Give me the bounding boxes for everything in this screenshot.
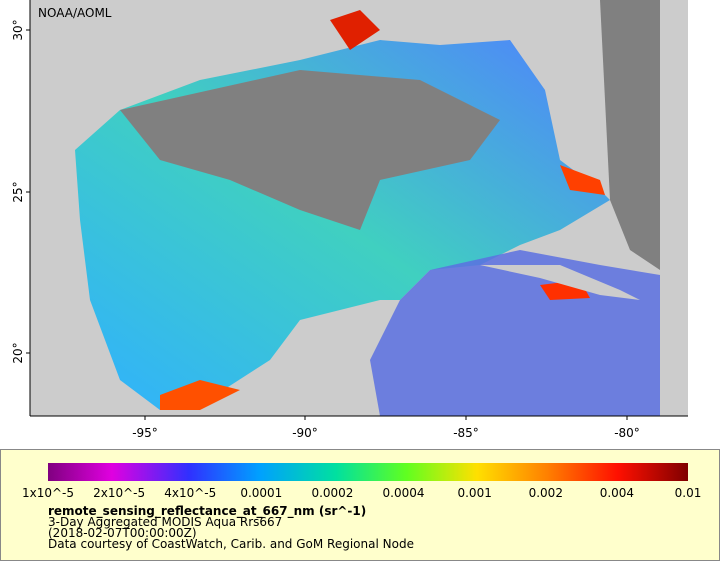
lon-label: -80° — [614, 426, 640, 440]
coastal-high — [330, 10, 380, 50]
colorbar-label: 2x10^-5 — [93, 486, 145, 500]
colorbar-label: 0.004 — [600, 486, 634, 500]
colorbar-label: 0.002 — [529, 486, 563, 500]
colorbar-label: 0.001 — [457, 486, 491, 500]
colorbar-label: 0.01 — [675, 486, 702, 500]
lon-label: -95° — [132, 426, 158, 440]
colorbar-label: 0.0004 — [383, 486, 425, 500]
colorbar-label: 4x10^-5 — [164, 486, 216, 500]
colorbar — [48, 463, 688, 481]
cuba — [480, 265, 640, 300]
coastal-high — [160, 380, 240, 410]
legend-line: 3-Day Aggregated MODIS Aqua Rrs667 — [48, 515, 282, 529]
legend-line: Data courtesy of CoastWatch, Carib. and … — [48, 537, 414, 551]
colorbar-label: 1x10^-5 — [22, 486, 74, 500]
lat-label: 25° — [11, 181, 25, 202]
lat-label: 30° — [11, 19, 25, 40]
colorbar-ticks: 1x10^-5 2x10^-5 4x10^-5 0.0001 0.0002 0.0004 0… — [22, 486, 701, 500]
lon-label: -90° — [292, 426, 318, 440]
lon-label: -85° — [453, 426, 479, 440]
coastal-high — [560, 165, 605, 195]
variable: remote_sensing_reflectance_at_667_nm (sr… — [48, 504, 366, 519]
colorbar-label: 0.0001 — [240, 486, 282, 500]
lat-label: 20° — [11, 342, 25, 363]
credit: NOAA/AOML — [38, 6, 112, 20]
axes: 30° 25° 20° -95° -90° -85° -80° — [11, 19, 640, 440]
legend-line: (2018-02-07T00:00:00Z) — [48, 526, 197, 540]
map: NOAA/AOML — [29, 0, 688, 417]
cloud-mask — [120, 70, 500, 230]
colorbar-label: 0.0002 — [311, 486, 353, 500]
caribbean-data — [370, 250, 660, 416]
cloud-mask — [600, 0, 660, 270]
